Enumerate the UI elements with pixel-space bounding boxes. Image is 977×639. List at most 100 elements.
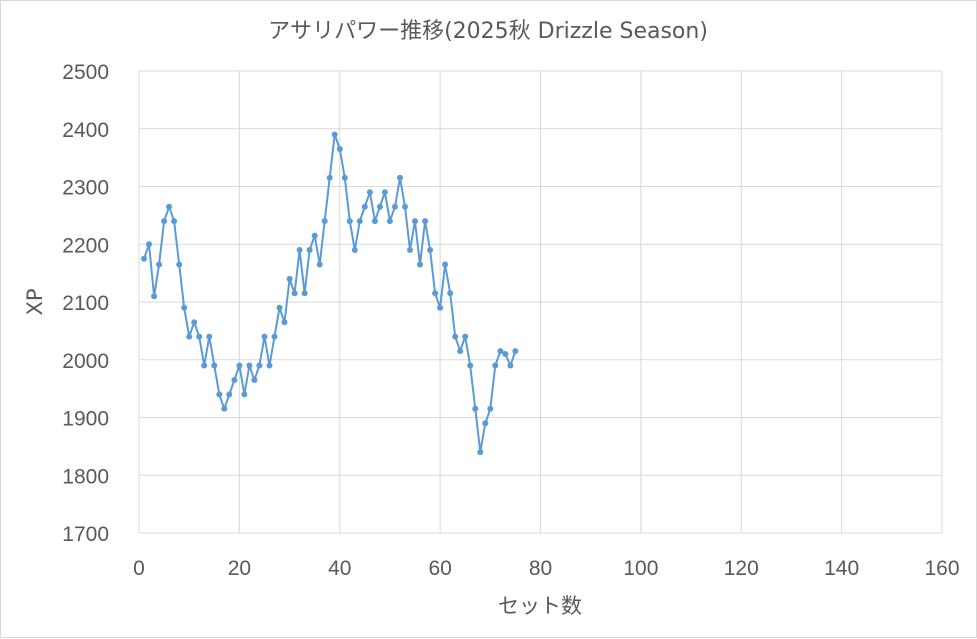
xp-data-point — [291, 290, 298, 297]
xp-data-point — [477, 449, 484, 456]
xp-data-point — [482, 420, 489, 427]
xp-data-point — [196, 333, 203, 340]
xp-data-point — [211, 362, 218, 369]
xp-data-point — [341, 174, 348, 181]
xp-data-point — [361, 203, 368, 210]
xp-data-point — [457, 348, 464, 355]
xp-data-point — [512, 348, 519, 355]
xp-data-point — [266, 362, 273, 369]
x-tick-label: 20 — [228, 557, 251, 580]
xp-data-point — [356, 218, 363, 225]
xp-data-point — [151, 293, 158, 300]
xp-data-point — [366, 189, 373, 196]
xp-data-point — [402, 203, 408, 210]
xp-data-point — [472, 405, 479, 412]
xp-data-point — [206, 333, 213, 340]
x-tick-label: 140 — [824, 557, 859, 580]
xp-data-point — [246, 362, 253, 369]
y-tick-label: 2200 — [62, 234, 109, 257]
xp-data-point — [502, 351, 509, 357]
xp-data-point — [346, 218, 353, 225]
xp-data-point — [146, 241, 152, 248]
xp-data-point — [241, 391, 248, 398]
xp-data-point — [432, 290, 439, 297]
x-tick-label: 80 — [529, 557, 552, 580]
xp-data-point — [301, 290, 308, 297]
xp-data-point — [221, 405, 228, 412]
xp-data-point — [231, 377, 238, 383]
y-tick-label: 2100 — [62, 292, 109, 315]
xp-data-point — [497, 348, 504, 355]
xp-data-point — [176, 261, 183, 268]
xp-data-point — [336, 146, 343, 152]
xp-data-point — [256, 362, 263, 369]
xp-data-point — [316, 261, 323, 268]
x-tick-label: 60 — [428, 557, 451, 580]
xp-data-point — [236, 362, 243, 369]
xp-data-point — [296, 247, 303, 253]
xp-data-point — [326, 174, 333, 181]
xp-data-point — [216, 391, 223, 398]
y-tick-label: 1800 — [62, 465, 109, 488]
xp-data-point — [386, 218, 393, 225]
xp-data-point — [381, 189, 388, 196]
xp-data-point — [467, 362, 474, 369]
xp-data-point — [487, 405, 494, 412]
tick-labels: 0 20 40 60 80 100 120 140 160 2500 2400 2300 2200 210… — [62, 61, 959, 580]
x-tick-label: 100 — [623, 557, 658, 580]
chart-title: アサリパワー推移(2025秋 Drizzle Season) — [268, 19, 708, 44]
xp-data-point — [156, 261, 163, 268]
xp-data-point — [286, 275, 293, 282]
xp-data-point — [422, 218, 429, 225]
xp-data-point — [276, 304, 283, 311]
xp-data-point — [427, 247, 434, 253]
y-tick-label: 1900 — [62, 408, 109, 431]
xp-data-point — [437, 304, 444, 311]
xp-series-line — [143, 133, 517, 454]
xp-data-point — [191, 319, 198, 326]
xp-data-point — [492, 362, 499, 369]
xp-data-point — [181, 304, 188, 311]
x-tick-label: 160 — [924, 557, 959, 580]
xp-data-point — [397, 174, 403, 181]
y-tick-label: 1700 — [62, 523, 109, 546]
x-axis-label: セット数 — [498, 594, 582, 618]
x-tick-label: 120 — [724, 557, 759, 580]
xp-data-point — [251, 377, 258, 383]
xp-data-point — [351, 247, 358, 253]
xp-data-point — [507, 362, 514, 369]
xp-data-point — [171, 218, 178, 225]
xp-data-point — [376, 203, 383, 210]
series-layer — [141, 131, 519, 456]
x-tick-label: 40 — [328, 557, 351, 580]
y-tick-label: 2000 — [62, 350, 109, 373]
y-tick-label: 2300 — [62, 177, 109, 200]
xp-data-point — [306, 247, 313, 253]
xp-data-point — [261, 333, 268, 340]
xp-data-point — [462, 333, 469, 340]
xp-data-point — [331, 131, 338, 138]
xp-data-point — [166, 203, 173, 210]
gridlines — [138, 70, 943, 534]
xp-data-point — [321, 218, 328, 225]
xp-data-point — [412, 218, 418, 225]
xp-data-point — [186, 333, 193, 340]
y-axis-label: XP — [23, 288, 47, 315]
xp-data-point — [407, 247, 413, 253]
xp-data-point — [201, 362, 208, 369]
xp-data-point — [417, 261, 423, 268]
xp-data-point — [141, 255, 147, 262]
xp-data-point — [452, 333, 459, 340]
xp-data-point — [281, 319, 288, 326]
xp-data-point — [226, 391, 233, 398]
y-tick-label: 2500 — [62, 61, 109, 84]
xp-data-point — [447, 290, 454, 297]
xp-data-point — [311, 232, 318, 239]
xp-data-point — [392, 203, 398, 210]
xp-data-point — [271, 333, 278, 340]
x-tick-label: 0 — [133, 557, 145, 580]
xp-data-point — [371, 218, 378, 225]
xp-data-point — [161, 218, 168, 225]
